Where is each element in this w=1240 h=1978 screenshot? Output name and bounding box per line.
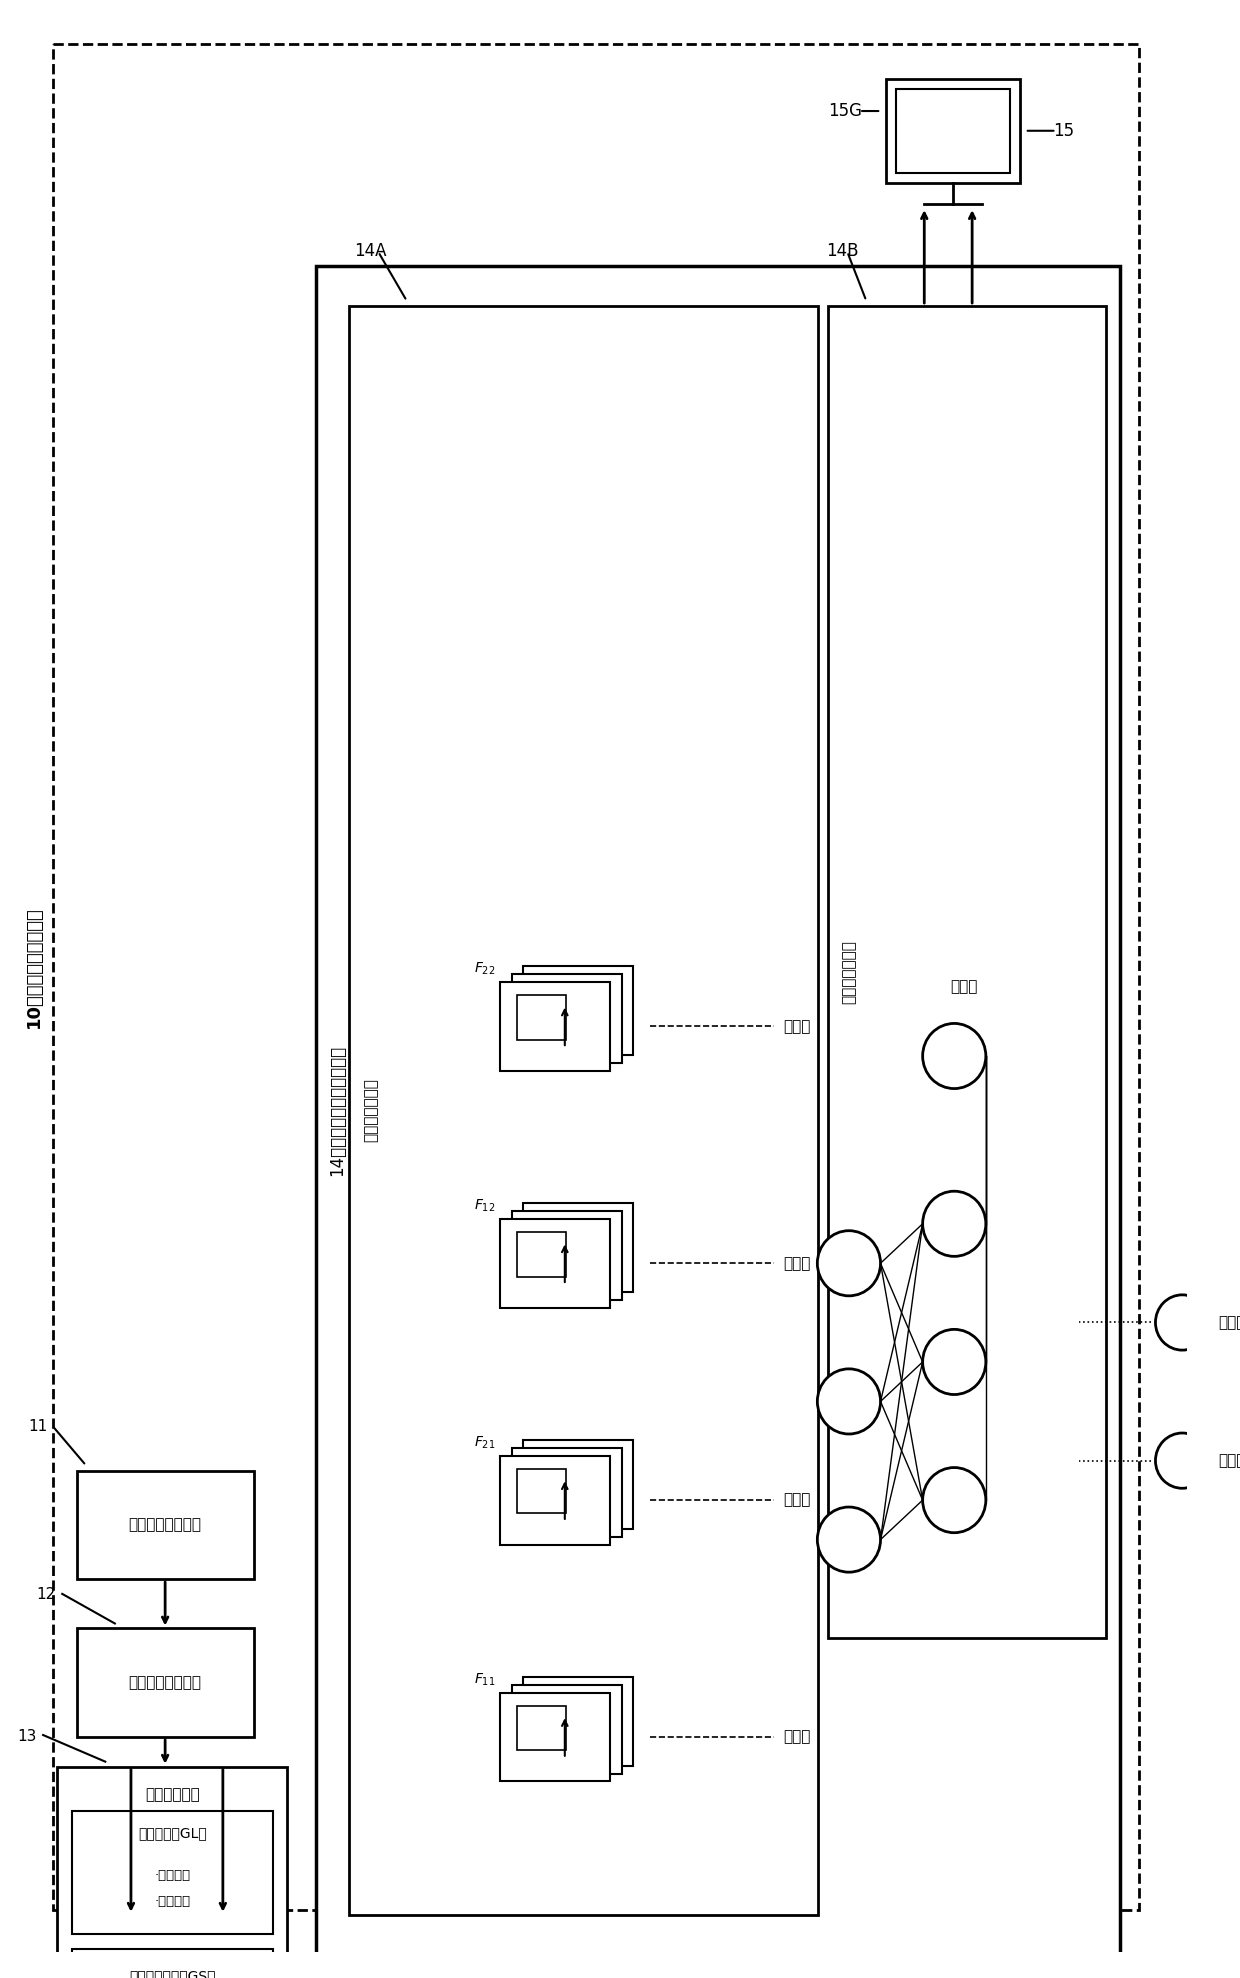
Bar [72,1948,273,1978]
Text: 缺陷处: 缺陷处 [784,1019,811,1034]
Circle shape [923,1191,986,1256]
Text: 缺陷处: 缺陷处 [784,1493,811,1507]
Text: 14：轮胎识别和和判断部件: 14：轮胎识别和和判断部件 [327,1044,346,1175]
Text: 缺陷处: 缺陷处 [784,1729,811,1745]
Bar [517,1705,567,1751]
Bar [500,1693,610,1782]
Bar [57,1766,288,1978]
Text: ·教师图像: ·教师图像 [154,1869,191,1881]
Bar [512,973,621,1062]
Bar [316,267,1120,1954]
Bar [523,965,634,1054]
Text: 15G: 15G [828,103,862,121]
Text: 缺陷处: 缺陷处 [784,1256,811,1270]
Text: $F_{11}$: $F_{11}$ [474,1671,496,1687]
Text: 11: 11 [29,1418,48,1434]
Text: 13: 13 [17,1729,36,1745]
Circle shape [817,1230,880,1296]
Text: ·测试图像: ·测试图像 [154,1895,191,1909]
Bar [77,1628,254,1737]
Bar [500,981,610,1070]
Text: 12: 12 [36,1586,56,1602]
Text: 图像数据转换部件: 图像数据转换部件 [129,1675,202,1691]
Circle shape [1156,1432,1209,1487]
Bar [523,1440,634,1529]
Bar [512,1211,621,1300]
Bar [72,1812,273,1934]
Bar [517,1470,567,1513]
Circle shape [1156,1296,1209,1351]
Text: 15: 15 [1054,123,1075,140]
Text: 轮胎图像拍摄部件: 轮胎图像拍摄部件 [129,1517,202,1533]
Text: 识别和判断单元: 识别和判断单元 [842,940,857,1005]
Bar [828,307,1106,1638]
Circle shape [923,1329,986,1394]
Bar [517,995,567,1040]
Text: 识别对象图像（GS）: 识别对象图像（GS） [129,1970,216,1978]
Text: 学习图像（GL）: 学习图像（GL） [138,1826,207,1840]
Text: $F_{12}$: $F_{12}$ [474,1197,496,1214]
Bar [512,1448,621,1537]
Bar [885,79,1021,182]
Bar [77,1470,254,1578]
Circle shape [923,1468,986,1533]
Bar [500,1218,610,1307]
Circle shape [817,1507,880,1573]
Bar [523,1677,634,1766]
Text: $F_{22}$: $F_{22}$ [474,961,496,977]
Bar [895,89,1011,172]
Bar [512,1685,621,1774]
Bar [350,307,818,1915]
Text: 14B: 14B [826,241,858,259]
Bar [500,1456,610,1545]
Text: 14A: 14A [355,241,387,259]
Circle shape [923,1023,986,1088]
Bar [523,1203,634,1292]
Text: 输入层: 输入层 [1219,1454,1240,1468]
Circle shape [817,1369,880,1434]
Bar [517,1232,567,1276]
Text: 隐藏层: 隐藏层 [1219,1315,1240,1329]
Text: 输出层: 输出层 [950,979,977,995]
Text: 图像存储部件: 图像存储部件 [145,1786,200,1802]
Text: $F_{21}$: $F_{21}$ [474,1434,496,1450]
Text: 特征量提取单元: 特征量提取单元 [363,1078,378,1141]
Text: 10：轮胎图像识别装置: 10：轮胎图像识别装置 [25,906,42,1029]
